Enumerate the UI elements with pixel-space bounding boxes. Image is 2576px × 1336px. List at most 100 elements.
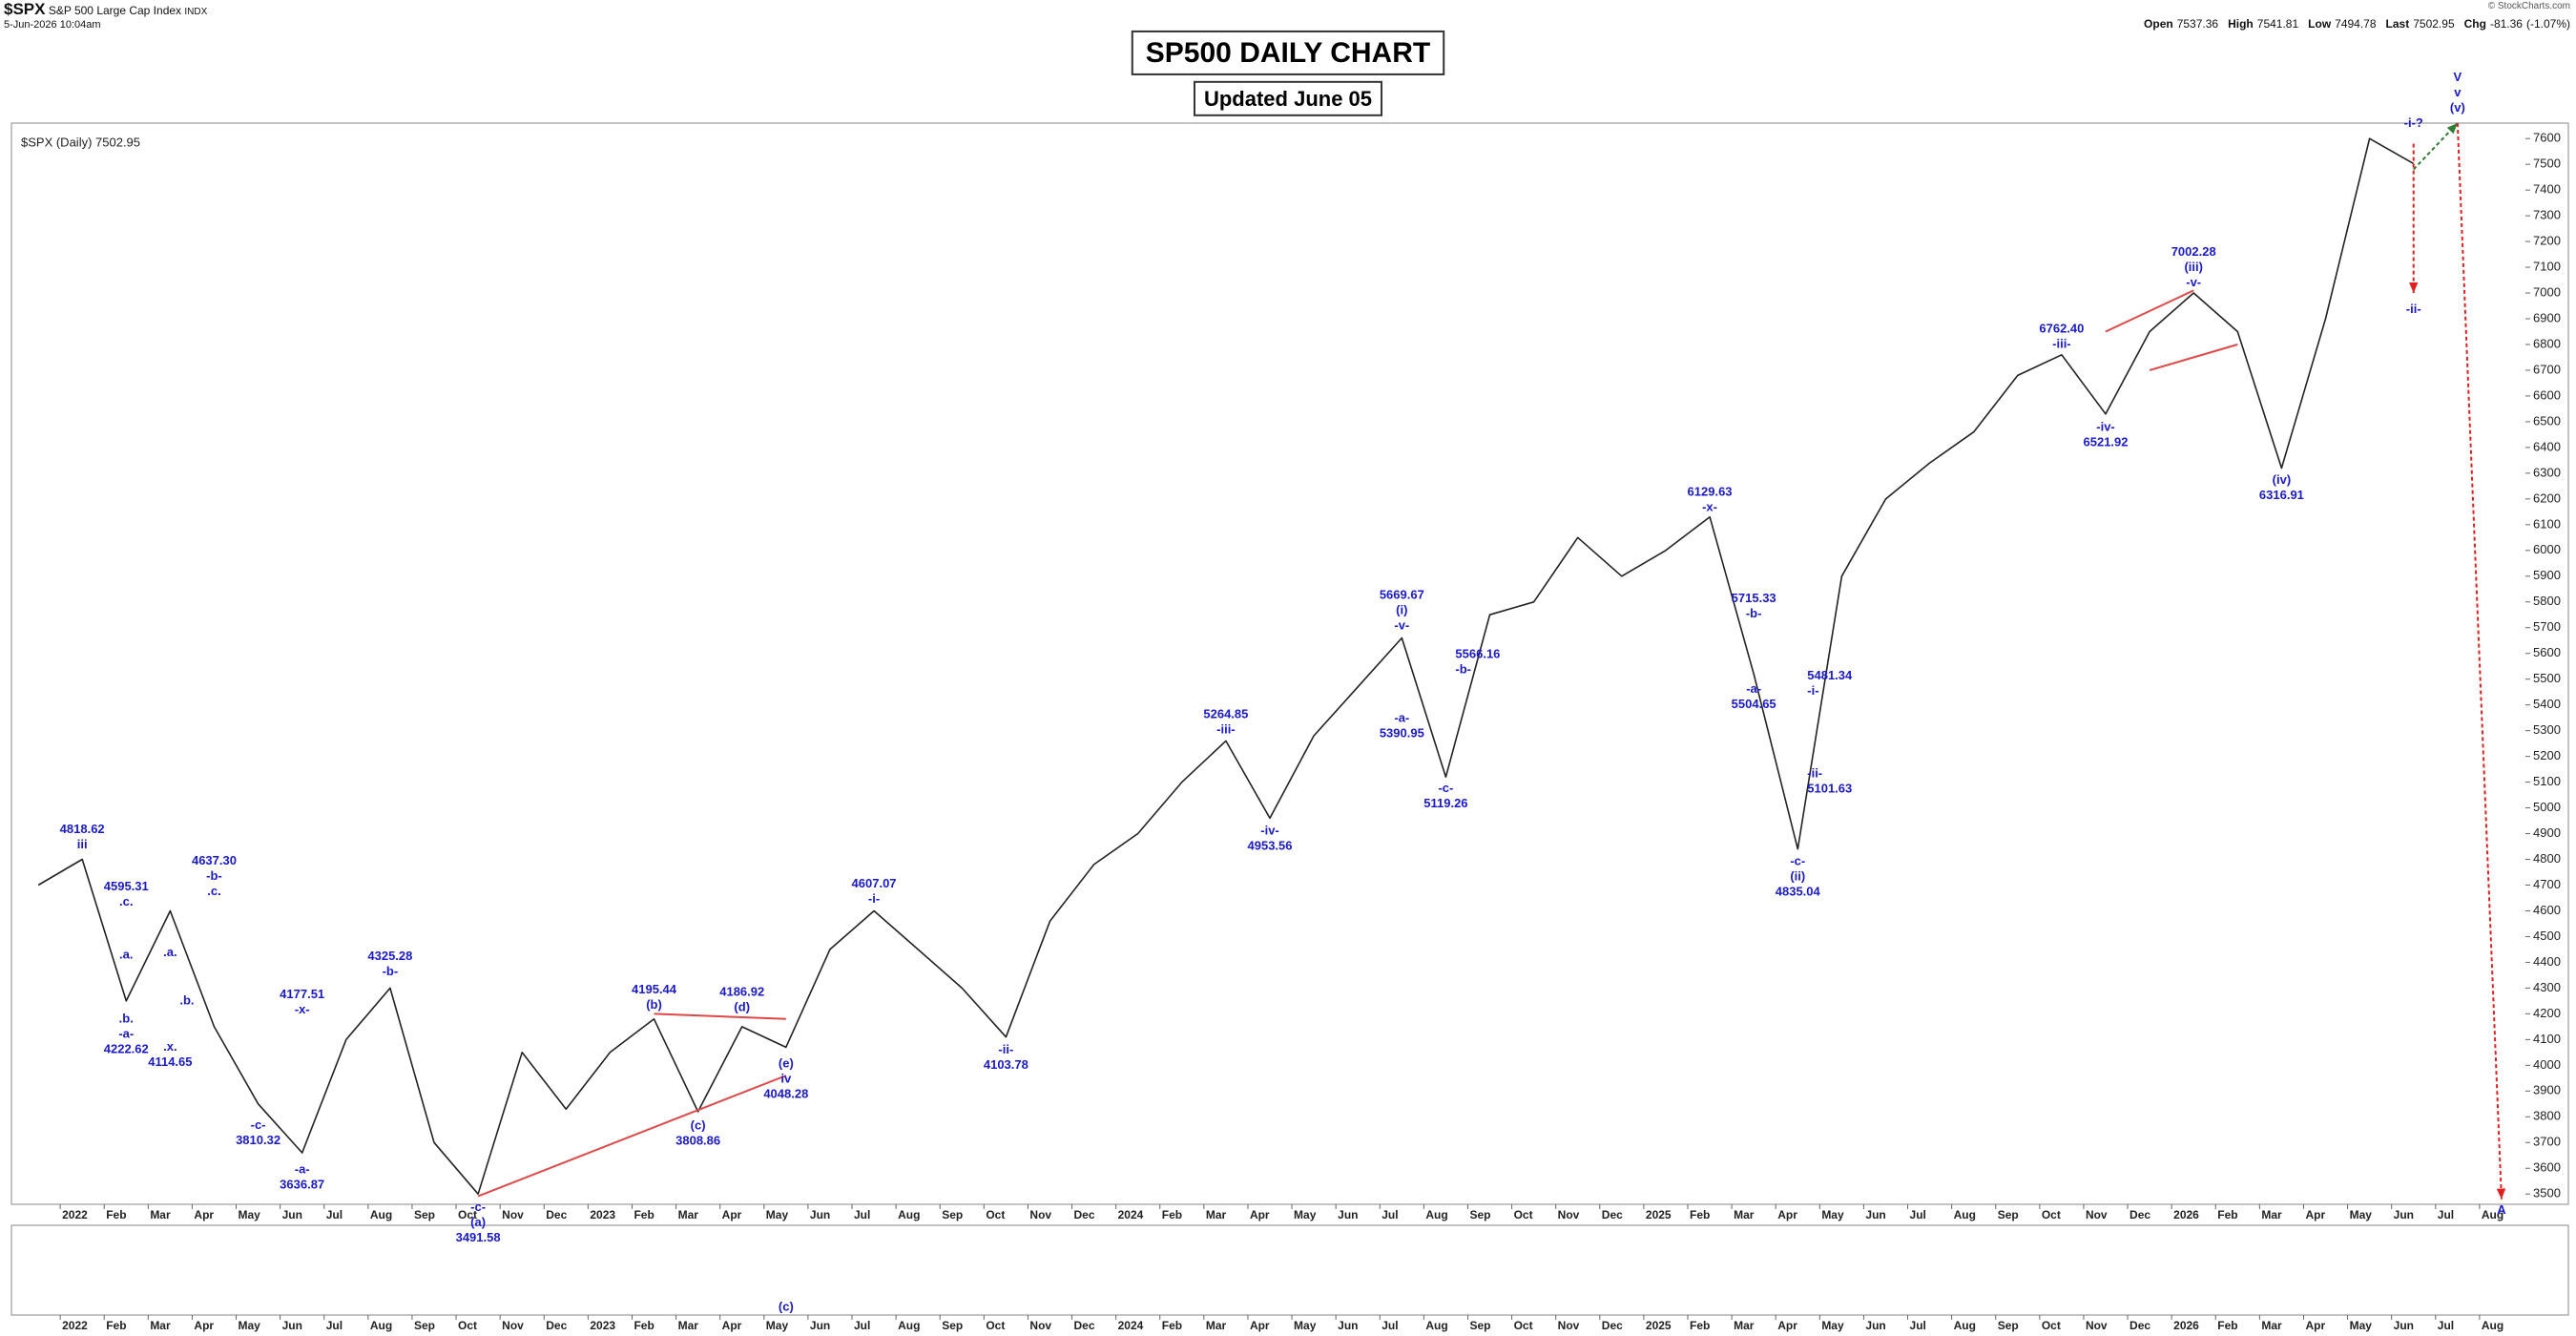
y-tick-label: 5200 <box>2533 748 2561 762</box>
x-tick-label: Apr <box>2305 1319 2325 1332</box>
main-panel <box>10 122 2569 1205</box>
x-tick-label: Jul <box>326 1208 343 1221</box>
y-tick-label: 7000 <box>2533 284 2561 299</box>
wave-label: 4607.07 <box>852 876 897 890</box>
quote-value: 7502.95 <box>2413 17 2455 31</box>
x-tick-label: Aug <box>1425 1208 1447 1221</box>
wave-label: A <box>2497 1202 2506 1217</box>
x-tick-label: Nov <box>2086 1319 2108 1332</box>
y-tick-label: 4800 <box>2533 851 2561 866</box>
wave-label: -x- <box>295 1002 310 1016</box>
wave-label: 5390.95 <box>1380 726 1424 741</box>
wave-label: .x. <box>163 1039 177 1054</box>
y-tick-label: 5300 <box>2533 722 2561 737</box>
x-tick-label: Feb <box>634 1319 654 1332</box>
wave-label: -i-? <box>2404 115 2423 130</box>
wave-label: 4103.78 <box>984 1057 1028 1072</box>
trend-line <box>477 1075 787 1198</box>
x-tick-label: May <box>1294 1319 1317 1332</box>
wave-label: .a. <box>119 948 133 962</box>
quote-label: Chg <box>2463 17 2486 31</box>
x-tick-label: Apr <box>1250 1208 1270 1221</box>
quote-label: Low <box>2308 17 2332 31</box>
quote-label: Last <box>2385 17 2410 31</box>
arrow-head <box>2446 123 2458 135</box>
x-tick-label: Mar <box>1206 1208 1227 1221</box>
x-tick-label: Mar <box>150 1319 171 1332</box>
x-tick-label: May <box>766 1208 789 1221</box>
y-tick-label: 3800 <box>2533 1109 2561 1123</box>
wave-label: -x- <box>1702 499 1717 513</box>
x-tick-label: Oct <box>986 1208 1005 1221</box>
x-tick-label: Apr <box>722 1208 742 1221</box>
x-tick-label: May <box>2350 1208 2373 1221</box>
x-tick-label: Dec <box>2129 1208 2150 1221</box>
wave-label: (c) <box>779 1299 794 1313</box>
subtitle-box <box>1193 80 1383 116</box>
y-tick-label: 7300 <box>2533 208 2561 222</box>
wave-label: 4186.92 <box>719 984 764 998</box>
y-tick-label: 4900 <box>2533 825 2561 840</box>
x-tick-label: Aug <box>898 1208 920 1221</box>
trend-line <box>2105 289 2194 333</box>
x-tick-label: Dec <box>546 1319 567 1332</box>
wave-label: 3636.87 <box>280 1178 324 1192</box>
wave-label: (a) <box>470 1215 486 1229</box>
wave-label: 4595.31 <box>104 879 149 893</box>
x-tick-label: May <box>239 1319 261 1332</box>
x-tick-label: Nov <box>502 1319 524 1332</box>
x-tick-label: Jul <box>854 1208 870 1221</box>
quote-value: -81.36 <box>2489 17 2523 31</box>
x-tick-label: 2025 <box>1646 1208 1672 1221</box>
wave-label: -iii- <box>1216 722 1236 737</box>
wave-label: -c- <box>470 1200 486 1214</box>
wave-label: .b. <box>179 992 194 1007</box>
x-tick-label: Feb <box>1162 1208 1182 1221</box>
wave-label: (v) <box>2450 100 2465 115</box>
x-tick-label: Oct <box>2042 1319 2061 1332</box>
wave-label: 6316.91 <box>2259 488 2304 502</box>
x-tick-label: Aug <box>1954 1319 1976 1332</box>
y-tick-label: 7100 <box>2533 260 2561 274</box>
x-tick-label: May <box>1821 1208 1844 1221</box>
price-line <box>37 137 2415 1195</box>
x-tick-label: Mar <box>2261 1208 2282 1221</box>
x-tick-label: Mar <box>150 1208 171 1221</box>
wave-label: v <box>2454 85 2462 99</box>
wave-label: (e) <box>779 1056 794 1071</box>
wave-label: 5715.33 <box>1732 591 1776 605</box>
x-tick-label: Mar <box>678 1319 699 1332</box>
x-tick-label: Oct <box>986 1319 1005 1332</box>
x-tick-label: Dec <box>546 1208 567 1221</box>
x-tick-label: Dec <box>1602 1319 1623 1332</box>
wave-label: iii <box>77 837 88 851</box>
x-tick-label: Apr <box>2305 1208 2325 1221</box>
lower-panel <box>10 1224 2569 1316</box>
wave-label: .b. <box>119 1012 134 1026</box>
wave-label: (ii) <box>1790 869 1805 884</box>
x-tick-label: Dec <box>1074 1319 1095 1332</box>
wave-label: 5481.34 <box>1807 668 1853 682</box>
x-tick-label: Sep <box>1998 1319 2019 1332</box>
y-tick-label: 6800 <box>2533 336 2561 350</box>
x-tick-label: May <box>239 1208 261 1221</box>
x-tick-label: Sep <box>414 1319 435 1332</box>
y-tick-label: 5700 <box>2533 619 2561 634</box>
x-tick-label: Dec <box>1602 1208 1623 1221</box>
projection-arrow <box>2456 122 2503 1200</box>
wave-label: 6762.40 <box>2039 322 2084 336</box>
x-tick-label: Nov <box>1558 1208 1580 1221</box>
quote-label: High <box>2228 17 2254 31</box>
x-tick-label: Mar <box>678 1208 699 1221</box>
y-tick-label: 5500 <box>2533 671 2561 685</box>
x-tick-label: Jun <box>1338 1319 1358 1332</box>
x-tick-label: Nov <box>1558 1319 1580 1332</box>
x-tick-label: Jul <box>2438 1319 2454 1332</box>
wave-label: 4637.30 <box>192 853 237 867</box>
x-tick-label: Oct <box>1514 1319 1533 1332</box>
y-tick-label: 5100 <box>2533 774 2561 788</box>
legend-entry: $SPX (Daily) 7502.95 <box>21 135 140 149</box>
y-tick-label: 6000 <box>2533 542 2561 556</box>
x-tick-label: Sep <box>1469 1208 1490 1221</box>
y-tick-label: 4100 <box>2533 1032 2561 1046</box>
